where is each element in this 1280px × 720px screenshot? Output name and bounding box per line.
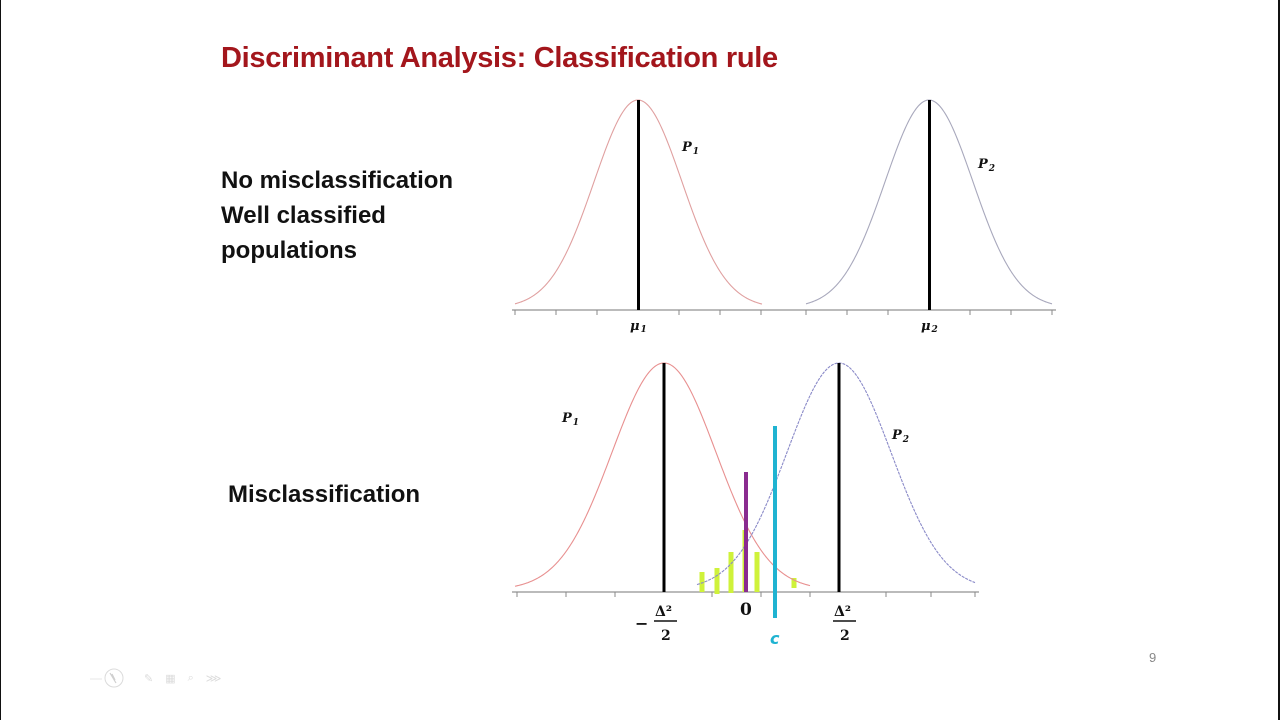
neg-delta-half-label: − Δ² 2 (635, 604, 677, 644)
misclassification-label: Misclassification (228, 481, 421, 508)
grid-icon[interactable]: ▦ (165, 672, 176, 685)
top-line-2: Well classified (221, 202, 386, 229)
pointer-icon[interactable] (88, 666, 132, 690)
svg-text:2: 2 (661, 628, 671, 644)
zero-label: 0 (740, 600, 752, 620)
bottom-curve-p2 (696, 362, 976, 586)
mu2-label: μ2 (921, 319, 938, 335)
top-line-1: No misclassification (221, 167, 454, 194)
cutoff-c-label: c (770, 629, 780, 648)
svg-text:2: 2 (840, 628, 850, 644)
delta-half-label: Δ² 2 (833, 604, 856, 644)
bottom-p2-label: P2 (891, 428, 909, 445)
top-chart: P1 P2 μ1 μ2 (512, 99, 1056, 335)
left-border (0, 0, 1, 720)
top-line-3: populations (221, 237, 357, 264)
top-p2-label: P2 (977, 157, 995, 174)
presentation-toolbar: ✎ ▦ ⌕ ⋙ (88, 666, 221, 690)
bottom-axis-ticks (516, 592, 976, 597)
slide-title: Discriminant Analysis: Classification ru… (221, 42, 778, 74)
svg-text:−: − (635, 614, 648, 633)
zoom-icon[interactable]: ⌕ (187, 671, 194, 684)
right-border (1278, 0, 1280, 720)
more-icon[interactable]: ⋙ (205, 672, 222, 685)
top-section-text: No misclassification Well classified pop… (221, 163, 453, 268)
mu1-label: μ1 (630, 319, 647, 335)
svg-text:Δ²: Δ² (655, 604, 672, 620)
page-number: 9 (1149, 650, 1157, 665)
top-p1-label: P1 (681, 140, 699, 157)
pen-icon[interactable]: ✎ (144, 672, 154, 685)
bottom-p1-label: P1 (561, 411, 579, 428)
bottom-chart: P1 P2 − Δ² 2 0 c Δ² 2 (512, 362, 979, 648)
svg-text:Δ²: Δ² (834, 604, 851, 620)
top-axis-ticks (514, 310, 1053, 315)
